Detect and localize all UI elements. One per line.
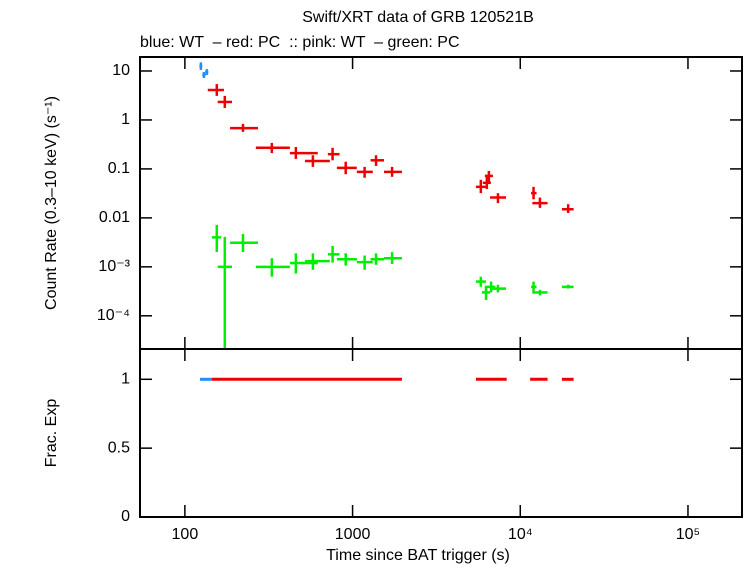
y-tick-label: 10⁻⁴ [97,307,130,324]
y-tick-label: 0.1 [108,160,130,177]
y-tick-label: 0.01 [99,209,130,226]
x-tick-label: 100 [172,526,199,543]
y-tick-label: 10⁻³ [98,258,130,275]
y-tick-label: 10 [112,62,130,79]
chart-subtitle: blue: WT – red: PC :: pink: WT – green: … [140,34,460,51]
y-axis-label: Count Rate (0.3–10 keV) (s⁻¹) [43,96,60,310]
plot-frame [139,348,743,518]
y-tick-label: 1 [121,371,130,388]
x-axis-label: Time since BAT trigger (s) [326,547,510,564]
y-tick-label: 1 [121,111,130,128]
x-tick-label: 1000 [335,526,371,543]
x-tick-label: 10⁵ [676,526,700,543]
y-tick-label: 0.5 [108,439,130,456]
x-tick-label: 10⁴ [508,526,533,543]
y-tick-label: 0 [121,508,130,525]
y-axis-label: Frac. Exp [43,399,60,468]
chart-title: Swift/XRT data of GRB 120521B [302,9,534,26]
